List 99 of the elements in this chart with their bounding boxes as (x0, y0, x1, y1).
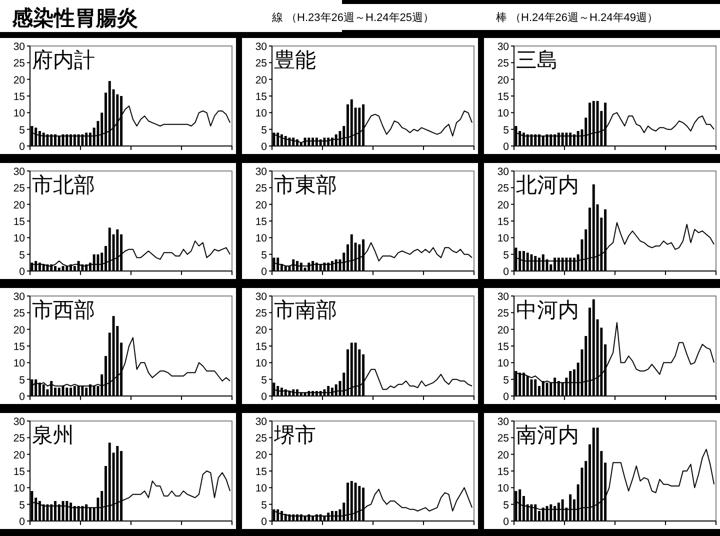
y-tick-label: 15 (497, 341, 510, 353)
y-tick-label: 30 (13, 291, 26, 303)
y-tick-label: 20 (13, 199, 26, 212)
y-tick-label: 5 (19, 124, 26, 136)
y-tick-label: 10 (255, 358, 268, 370)
y-tick-label: 10 (497, 108, 510, 120)
y-tick-label: 10 (497, 232, 510, 245)
text: 線 （H.23年26週～H.24年25週） (271, 12, 434, 24)
y-tick-label: 20 (497, 74, 510, 86)
y-tick-label: 10 (255, 232, 268, 245)
y-tick-label: 15 (255, 341, 268, 353)
y-tick-label: 30 (255, 416, 268, 428)
y-tick-label: 15 (497, 216, 510, 228)
y-tick-label: 5 (19, 499, 26, 512)
y-tick-label: 25 (13, 58, 26, 70)
y-tick-label: 5 (261, 124, 268, 136)
y-tick-label: 10 (497, 358, 510, 370)
y-tick-label: 20 (13, 324, 26, 336)
y-tick-label: 0 (19, 391, 26, 403)
y-tick-label: 30 (13, 166, 26, 178)
y-tick-label: 10 (13, 108, 26, 120)
y-tick-label: 10 (255, 482, 268, 495)
y-tick-label: 30 (497, 166, 510, 178)
text: 棒 （H.24年26週～H.24年49週） (496, 12, 658, 24)
text: 感染性胃腸炎 (11, 6, 138, 30)
y-tick-label: 15 (497, 91, 510, 103)
y-tick-label: 25 (497, 58, 510, 70)
y-tick-label: 15 (13, 341, 26, 353)
y-tick-label: 25 (255, 58, 268, 70)
y-tick-label: 0 (261, 266, 268, 278)
y-tick-label: 0 (19, 516, 26, 528)
y-tick-label: 25 (497, 308, 510, 320)
y-tick-label: 30 (497, 291, 510, 303)
y-tick-label: 20 (497, 199, 510, 212)
y-tick-label: 20 (255, 199, 268, 212)
y-tick-label: 25 (255, 182, 268, 195)
chart-title: 府内計 (32, 49, 95, 72)
y-tick-label: 30 (255, 166, 268, 178)
y-tick-label: 20 (255, 449, 268, 462)
y-tick-label: 30 (13, 416, 26, 428)
y-tick-label: 25 (255, 308, 268, 320)
y-tick-label: 30 (497, 416, 510, 428)
y-tick-label: 5 (503, 124, 510, 136)
y-tick-label: 15 (255, 466, 268, 478)
chart-title: 三島 (516, 49, 558, 72)
y-tick-label: 15 (497, 466, 510, 478)
y-tick-label: 25 (497, 182, 510, 195)
y-tick-label: 25 (13, 182, 26, 195)
y-tick-label: 10 (497, 482, 510, 495)
y-tick-label: 20 (497, 449, 510, 462)
y-tick-label: 30 (497, 41, 510, 53)
y-tick-label: 20 (13, 449, 26, 462)
y-tick-label: 5 (261, 374, 268, 386)
y-tick-label: 15 (255, 216, 268, 228)
chart-title: 市西部 (32, 299, 95, 322)
y-tick-label: 5 (261, 499, 268, 512)
y-tick-label: 20 (255, 74, 268, 86)
y-tick-label: 0 (503, 391, 510, 403)
chart-title: 堺市 (273, 424, 316, 447)
y-tick-label: 25 (255, 432, 268, 445)
y-tick-label: 25 (497, 432, 510, 445)
y-tick-label: 5 (503, 374, 510, 386)
y-tick-label: 15 (13, 466, 26, 478)
y-tick-label: 30 (13, 41, 26, 53)
chart-title: 北河内 (516, 174, 579, 197)
y-tick-label: 25 (13, 308, 26, 320)
y-tick-label: 20 (13, 74, 26, 86)
chart-title: 豊能 (274, 49, 316, 72)
y-tick-label: 0 (19, 141, 26, 153)
y-tick-label: 10 (13, 482, 26, 495)
y-tick-label: 15 (255, 91, 268, 103)
chart-title: 市南部 (274, 299, 337, 322)
y-tick-label: 0 (503, 266, 510, 278)
chart-title: 市東部 (274, 174, 337, 197)
y-tick-label: 5 (19, 374, 26, 386)
y-tick-label: 30 (255, 41, 268, 53)
y-tick-label: 20 (255, 324, 268, 336)
y-tick-label: 5 (19, 249, 26, 262)
y-tick-label: 0 (503, 516, 510, 528)
chart-title: 中河内 (516, 299, 579, 322)
y-tick-label: 10 (13, 358, 26, 370)
y-tick-label: 20 (497, 324, 510, 336)
y-tick-label: 15 (13, 91, 26, 103)
chart-title: 市北部 (32, 174, 95, 197)
chart-title: 泉州 (32, 424, 74, 447)
y-tick-label: 0 (261, 141, 268, 153)
y-tick-label: 10 (255, 108, 268, 120)
y-tick-label: 5 (503, 499, 510, 512)
y-tick-label: 0 (261, 391, 268, 403)
y-tick-label: 30 (255, 291, 268, 303)
y-tick-label: 25 (13, 432, 26, 445)
y-tick-label: 0 (261, 516, 268, 528)
y-tick-label: 15 (13, 216, 26, 228)
y-tick-label: 5 (503, 249, 510, 262)
y-tick-label: 10 (13, 232, 26, 245)
chart-title: 南河内 (516, 424, 579, 447)
y-tick-label: 5 (261, 249, 268, 262)
y-tick-label: 0 (503, 141, 510, 153)
y-tick-label: 0 (19, 266, 26, 278)
